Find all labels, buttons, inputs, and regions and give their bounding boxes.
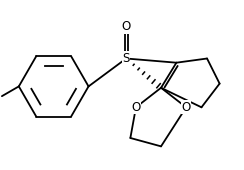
Text: S: S [122,52,130,65]
Text: O: O [122,20,131,33]
Text: O: O [182,101,191,114]
Text: O: O [131,101,141,114]
